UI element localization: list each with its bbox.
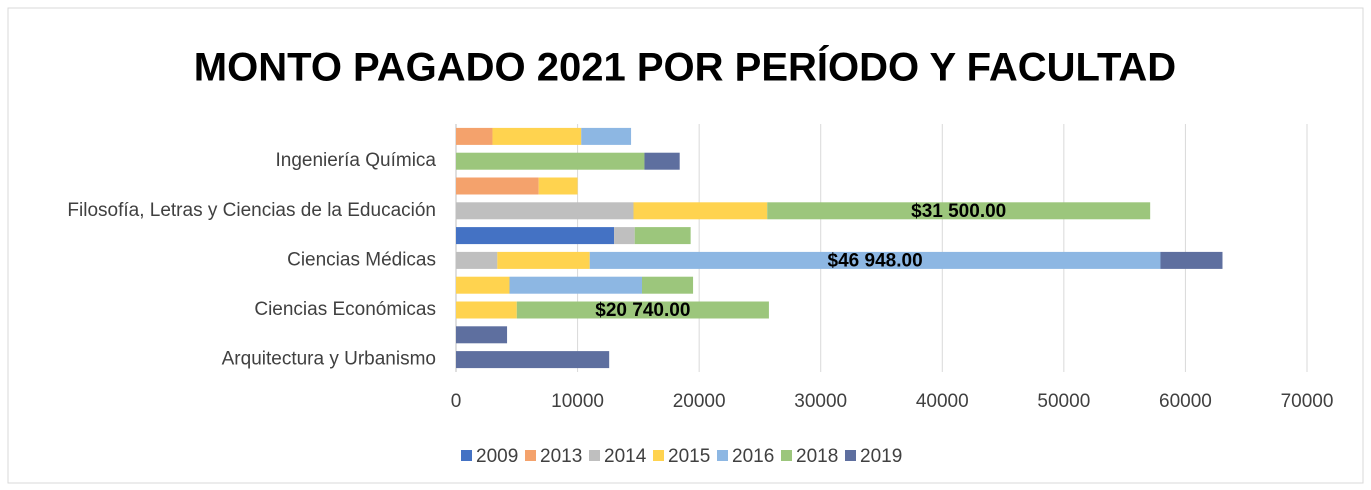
- y-tick-label: Ingeniería Química: [275, 150, 436, 171]
- bar-segment: [767, 202, 1151, 220]
- legend-label: 2018: [796, 446, 838, 467]
- bar-segment: [509, 276, 643, 294]
- bar-segment: [634, 227, 691, 245]
- chart-title: MONTO PAGADO 2021 POR PERÍODO Y FACULTAD: [194, 45, 1176, 90]
- y-tick-label: Ciencias Médicas: [287, 249, 436, 270]
- x-tick-label: 0: [451, 391, 462, 412]
- legend-swatch: [653, 450, 664, 461]
- x-tick-label: 50000: [1037, 391, 1090, 412]
- legend-swatch: [461, 450, 472, 461]
- bar-segment: [456, 227, 615, 245]
- bar-segment: [456, 177, 539, 195]
- bar-segment: [456, 202, 634, 220]
- legend-label: 2013: [540, 446, 582, 467]
- legend-label: 2009: [476, 446, 518, 467]
- legend-swatch: [781, 450, 792, 461]
- x-tick-label: 30000: [794, 391, 847, 412]
- y-tick-label: Filosofía, Letras y Ciencias de la Educa…: [67, 200, 436, 221]
- x-tick-label: 70000: [1281, 391, 1334, 412]
- x-tick-label: 40000: [916, 391, 969, 412]
- y-tick-label: Arquitectura y Urbanismo: [222, 349, 436, 370]
- bar-segment: [456, 301, 517, 319]
- legend-swatch: [717, 450, 728, 461]
- y-tick-label: Ciencias Económicas: [254, 299, 436, 320]
- bar-segment: [492, 127, 582, 145]
- legend-label: 2015: [668, 446, 710, 467]
- bar-segment: [589, 251, 1161, 269]
- legend-swatch: [845, 450, 856, 461]
- bar-segment: [497, 251, 590, 269]
- legend-swatch: [589, 450, 600, 461]
- bar-segment: [456, 152, 645, 170]
- chart-frame: [7, 7, 1364, 484]
- x-tick-label: 20000: [673, 391, 726, 412]
- data-label: $20 740.00: [595, 300, 690, 321]
- legend-label: 2019: [860, 446, 902, 467]
- bar-segment: [456, 326, 508, 344]
- bar-segment: [516, 301, 769, 319]
- bar-segment: [456, 351, 610, 369]
- data-label: $46 948.00: [828, 250, 923, 271]
- legend-swatch: [525, 450, 536, 461]
- bar-segment: [456, 251, 498, 269]
- data-label: $31 500.00: [911, 201, 1006, 222]
- bar-segment: [538, 177, 578, 195]
- bar-segment: [644, 152, 680, 170]
- bar-segment: [581, 127, 632, 145]
- bar-segment: [456, 276, 510, 294]
- legend-label: 2014: [604, 446, 647, 467]
- bar-segment: [614, 227, 635, 245]
- bar-segment: [642, 276, 694, 294]
- bar-segment: [1160, 251, 1223, 269]
- x-tick-label: 60000: [1159, 391, 1212, 412]
- legend-label: 2016: [732, 446, 774, 467]
- x-tick-label: 10000: [551, 391, 604, 412]
- bar-segment: [633, 202, 768, 220]
- bar-segment: [456, 127, 493, 145]
